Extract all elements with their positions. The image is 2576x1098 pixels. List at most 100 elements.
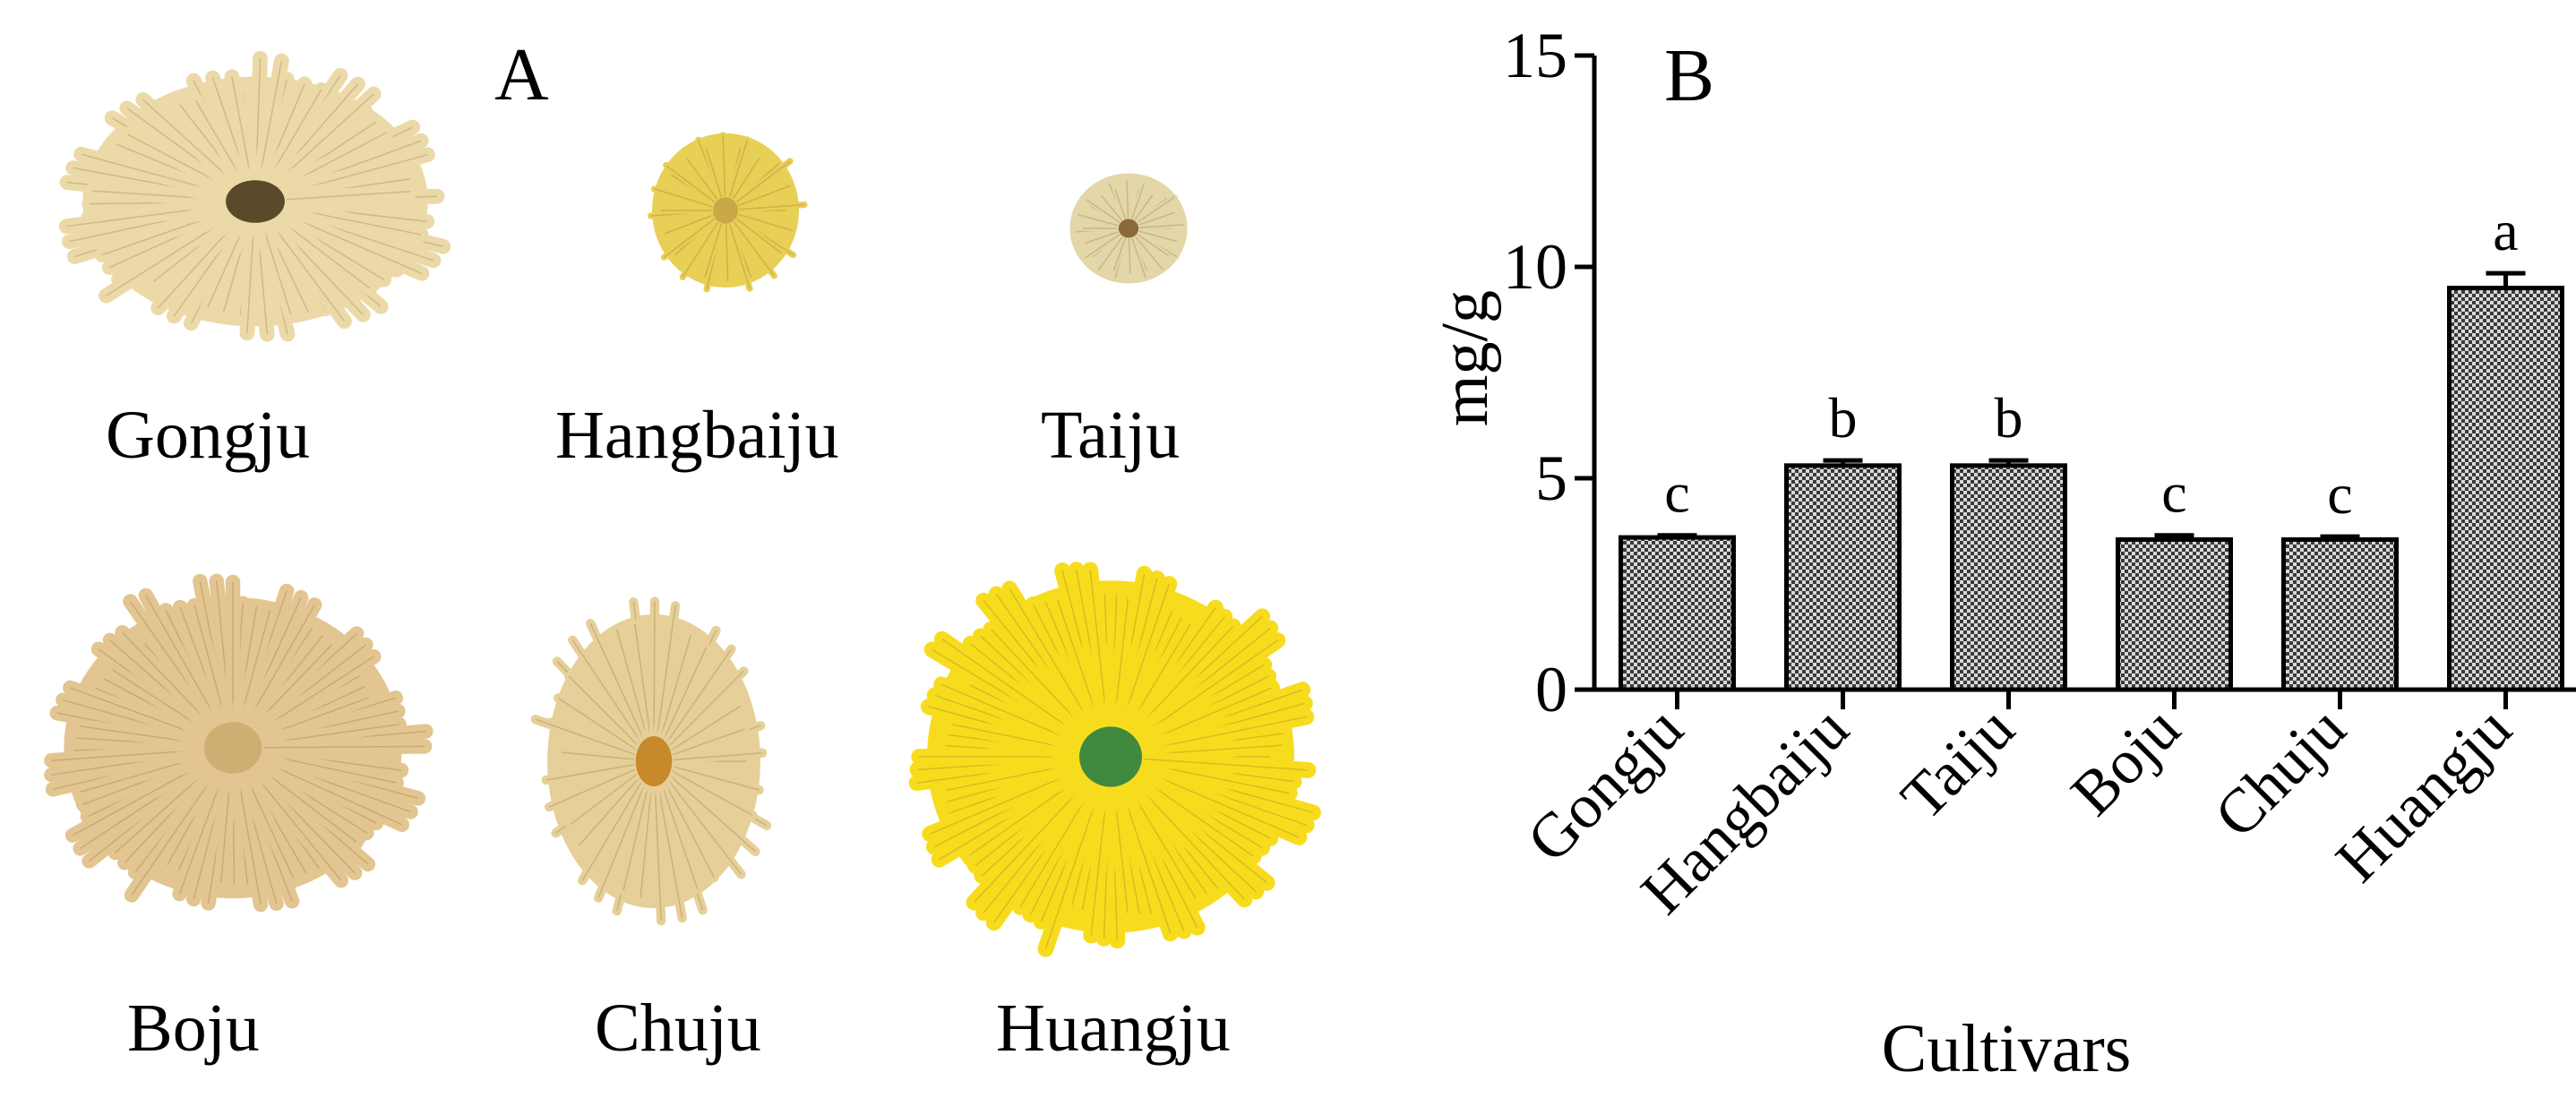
- petal: [733, 158, 794, 206]
- bar: [2116, 536, 2233, 692]
- petal-vein: [255, 765, 357, 843]
- petal-vein: [1126, 180, 1129, 219]
- petal-vein: [1130, 183, 1146, 219]
- petal: [553, 693, 641, 755]
- petal-vein: [257, 656, 374, 733]
- petal: [922, 761, 1088, 843]
- petal: [1132, 233, 1166, 273]
- petal: [630, 619, 656, 740]
- petal-vein: [615, 629, 648, 737]
- petal-vein: [669, 775, 756, 853]
- petal-vein: [671, 706, 741, 751]
- petal: [1112, 576, 1178, 734]
- petal-vein: [1084, 233, 1121, 259]
- petal: [279, 184, 418, 208]
- petal: [267, 86, 382, 192]
- petal: [1136, 751, 1317, 778]
- petal-vein: [250, 769, 342, 881]
- petal-vein: [686, 158, 718, 201]
- petal-vein: [246, 604, 315, 724]
- petal: [1082, 562, 1116, 733]
- petal-vein: [1137, 196, 1175, 224]
- petal: [663, 775, 746, 879]
- petal-vein: [973, 780, 1089, 904]
- x-axis-label: Cultivars: [1882, 1011, 2132, 1086]
- petal: [556, 747, 640, 765]
- petal: [1095, 234, 1126, 274]
- significance-letter: b: [1829, 386, 1858, 450]
- petal: [230, 768, 269, 913]
- petal-vein: [728, 139, 749, 198]
- petal-vein: [682, 221, 719, 278]
- boju-flower-image: [44, 573, 434, 913]
- petal: [667, 766, 758, 820]
- significance-letter: b: [1995, 386, 2023, 450]
- petal: [239, 217, 262, 341]
- y-axis-label: mg/g: [1429, 290, 1502, 426]
- petal: [200, 215, 253, 315]
- petal: [729, 154, 763, 202]
- petal-vein: [545, 764, 635, 781]
- petal-vein: [571, 639, 641, 742]
- petal: [568, 635, 646, 747]
- petal-vein: [276, 217, 371, 289]
- petal-vein: [570, 773, 638, 826]
- petal: [663, 161, 718, 206]
- petal: [239, 597, 322, 731]
- petal: [668, 761, 764, 795]
- petal-vein: [274, 93, 374, 184]
- petal: [1111, 235, 1129, 274]
- petal: [650, 185, 717, 210]
- flower-center: [203, 722, 262, 774]
- petal-vein: [672, 728, 745, 756]
- petal-vein: [1132, 780, 1245, 900]
- petal: [666, 701, 745, 755]
- flower-center: [713, 197, 738, 224]
- petal-vein: [581, 781, 642, 881]
- petal-vein: [535, 718, 636, 756]
- petal-vein: [738, 213, 794, 232]
- huangju-flower-image: [908, 562, 1321, 957]
- petal-vein: [669, 670, 744, 746]
- bar: [2447, 286, 2564, 692]
- petal-vein: [1137, 639, 1278, 739]
- petal: [1082, 228, 1121, 246]
- petal-vein: [653, 601, 656, 735]
- panel-a-label: A: [494, 33, 549, 116]
- petal-vein: [725, 224, 729, 282]
- petal: [1075, 211, 1121, 228]
- petal: [1112, 779, 1179, 942]
- petal: [577, 776, 647, 886]
- petal: [1129, 235, 1149, 281]
- x-tick-label: Boju: [2058, 694, 2194, 829]
- bar: [1950, 463, 2067, 692]
- petal-vein: [657, 605, 676, 735]
- petal-vein: [548, 768, 636, 808]
- petal: [1134, 231, 1172, 259]
- petal: [726, 220, 753, 292]
- petal: [652, 601, 681, 740]
- petal-vein: [660, 634, 692, 737]
- petal: [250, 648, 382, 740]
- petal: [1125, 772, 1253, 908]
- petal-vein: [239, 610, 271, 722]
- y-tick-label: 0: [1535, 654, 1567, 725]
- petal: [213, 768, 238, 889]
- petal-vein: [634, 623, 651, 735]
- petal-vein: [244, 773, 294, 878]
- petal: [1001, 580, 1103, 737]
- petal: [667, 724, 750, 759]
- petal-vein: [557, 697, 637, 751]
- petal: [232, 603, 278, 729]
- gongju-flower-image: [58, 50, 451, 342]
- petal-vein: [72, 761, 207, 836]
- petal-vein: [1120, 583, 1171, 727]
- petal: [541, 759, 640, 785]
- petal: [636, 783, 657, 903]
- petal: [657, 780, 702, 894]
- petal: [274, 205, 430, 281]
- petal-vein: [929, 768, 1081, 835]
- petal-vein: [220, 775, 232, 882]
- petal: [115, 624, 220, 734]
- petal-vein: [270, 221, 346, 322]
